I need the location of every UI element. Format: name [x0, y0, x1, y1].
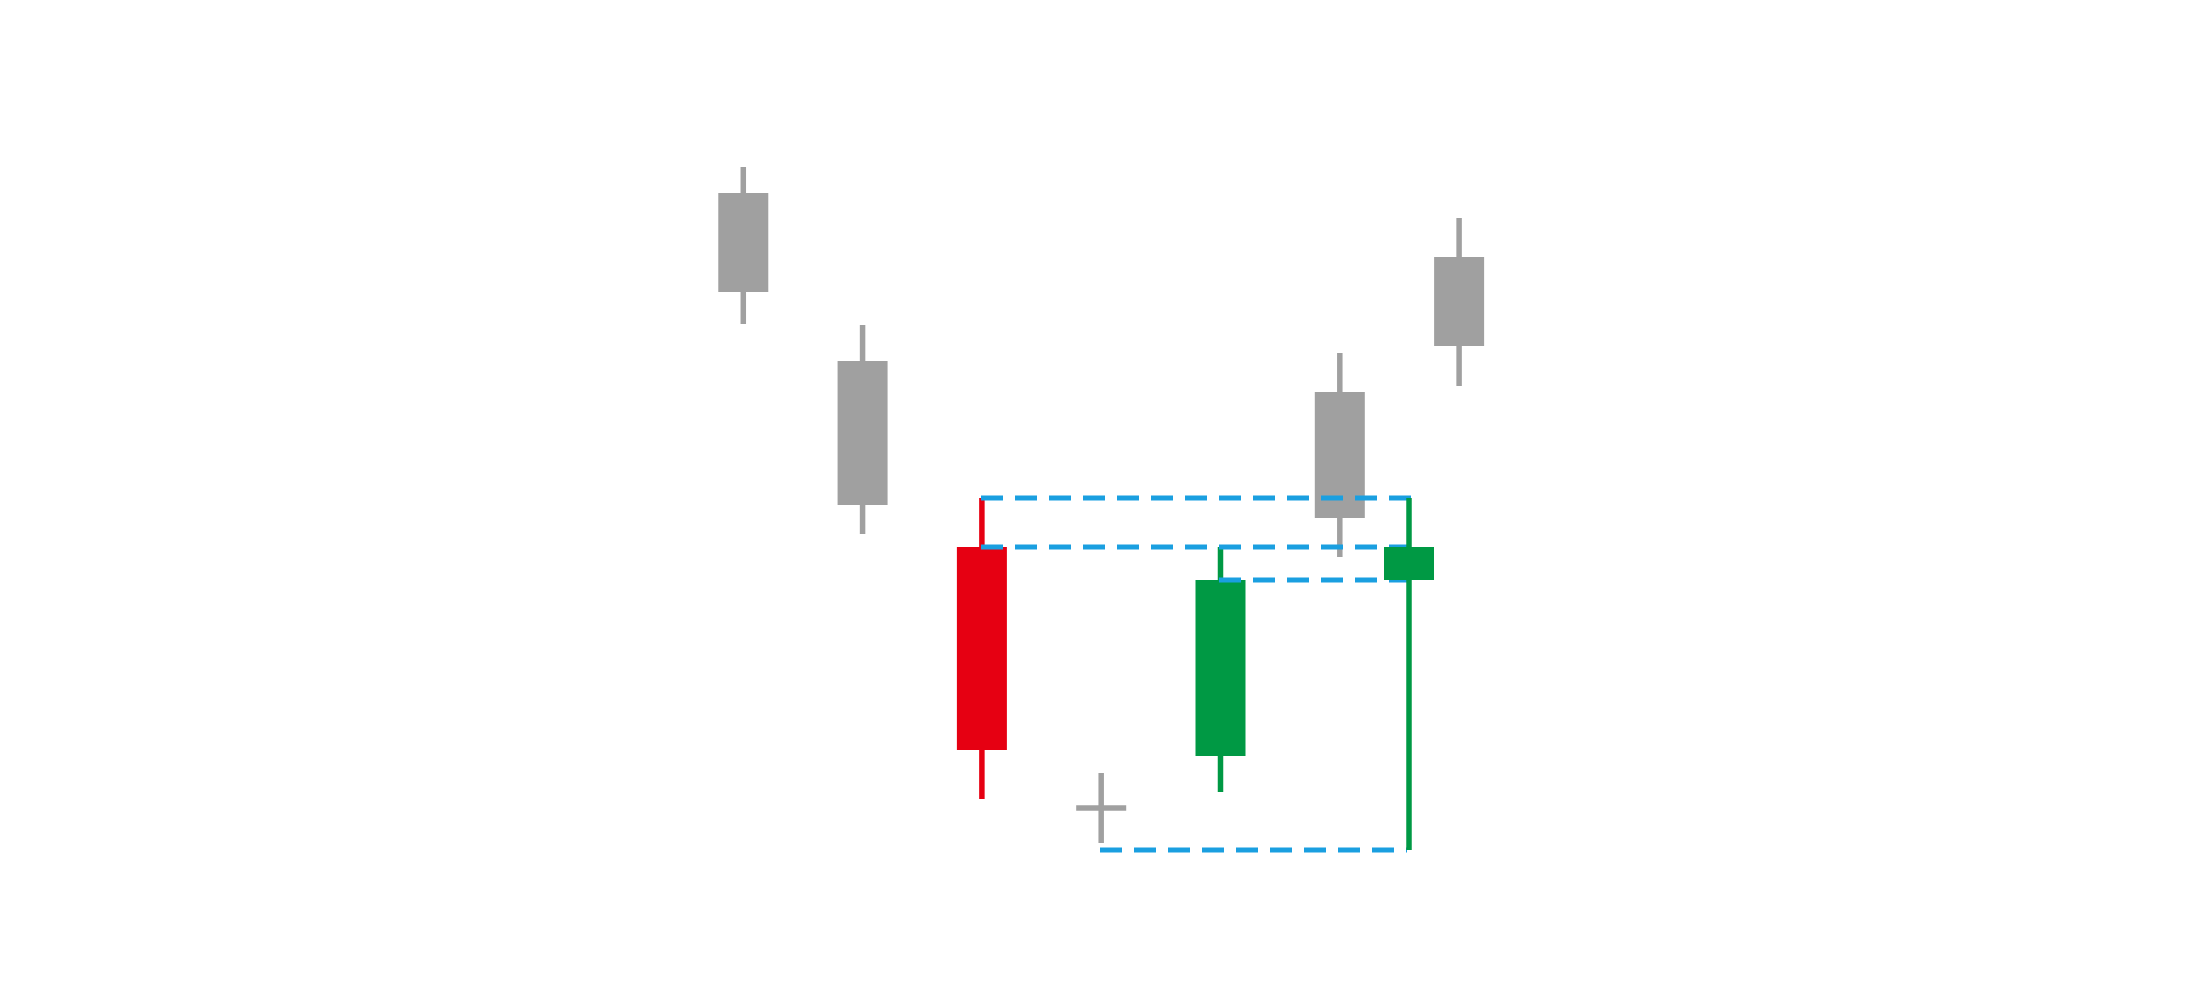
highlight-candles: [1384, 498, 1435, 850]
candle-body: [837, 361, 888, 505]
candle-body: [956, 547, 1007, 750]
candle-body: [1434, 257, 1485, 346]
candle-body: [1195, 580, 1246, 756]
candle-body: [1384, 547, 1435, 580]
guides: [981, 495, 1413, 853]
candles: [718, 167, 1485, 843]
candle-body: [718, 193, 769, 292]
